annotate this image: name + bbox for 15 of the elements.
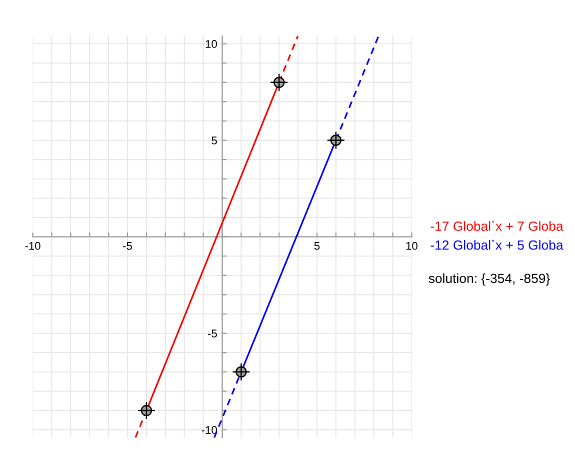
y-tick-label: 10 <box>206 40 217 48</box>
point <box>270 73 288 92</box>
text: solution: {-354, -859} <box>428 273 550 286</box>
x-tick-label: -5 <box>123 242 132 250</box>
text: -17 Global`x + 7 Globa <box>430 221 564 231</box>
point <box>137 401 156 420</box>
x-tick-label: 5 <box>314 242 320 250</box>
point <box>326 131 346 150</box>
y-tick-label: 5 <box>212 136 217 144</box>
y-tick-label: -10 <box>202 426 217 434</box>
x-tick-label: -10 <box>25 242 40 250</box>
text: -12 Global`x + 5 Globa <box>430 240 564 250</box>
point <box>232 362 250 382</box>
x-tick-label: 10 <box>406 242 418 250</box>
y-tick-label: -5 <box>208 330 217 338</box>
